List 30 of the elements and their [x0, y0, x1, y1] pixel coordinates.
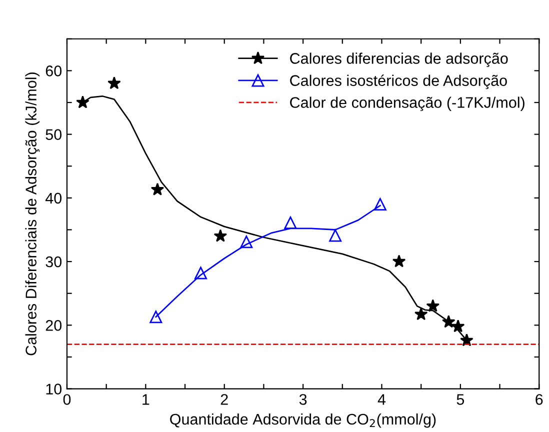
x-tick-label: 2	[220, 394, 228, 405]
legend-label: Calor de condensação (-17KJ/mol)	[290, 96, 524, 112]
y-tick-label: 30	[46, 256, 62, 268]
point	[108, 76, 121, 90]
legend-label: Calores diferencias de adsorção	[290, 52, 508, 67]
x-tick-label: 1	[142, 394, 150, 405]
point	[329, 229, 342, 242]
point	[214, 229, 228, 242]
y-tick-label: 20	[46, 320, 62, 331]
x-axis-title: Quantidade Adsorvida de CO$_{2}$(mmol/g)	[170, 413, 436, 428]
point	[194, 266, 207, 280]
x-tick-label: 6	[536, 394, 543, 405]
x-tick-label: 4	[378, 394, 386, 405]
legend-label: Calores isostéricos de Adsorção	[290, 74, 507, 90]
y-tick-label: 40	[45, 192, 62, 204]
point	[374, 198, 386, 211]
x-tick-label: 5	[456, 394, 464, 405]
point	[426, 299, 440, 312]
y-tick-label: 60	[46, 66, 62, 76]
point	[392, 254, 406, 268]
point	[414, 307, 428, 320]
x-tick-label: 3	[299, 394, 307, 405]
y-tick-label: 50	[46, 129, 62, 140]
point	[150, 310, 162, 324]
x-tick-label: 0	[63, 394, 71, 405]
point	[150, 182, 164, 196]
point	[284, 216, 297, 229]
y-axis-title: Calores Diferenciais de Adsorção (kJ/mol)	[25, 72, 40, 356]
y-tick-label: 10	[46, 384, 62, 394]
point	[240, 236, 253, 248]
